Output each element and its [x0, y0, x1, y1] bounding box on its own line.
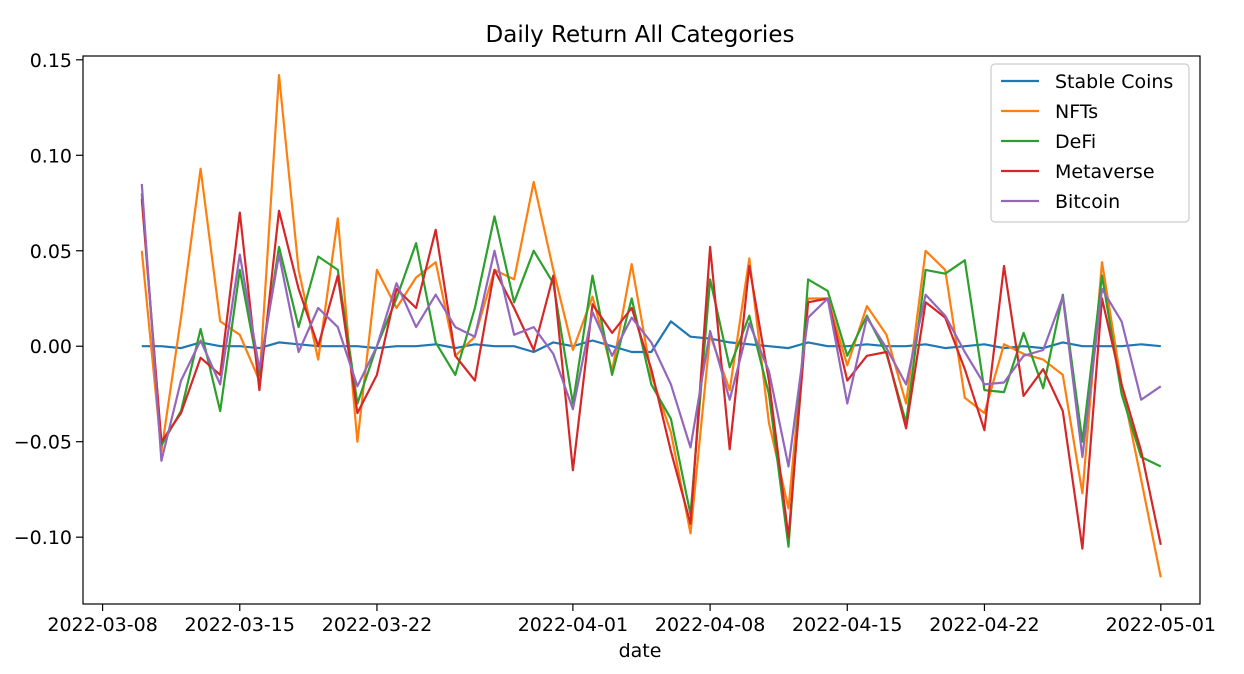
x-tick-label: 2022-04-22: [929, 614, 1039, 636]
y-tick-label: −0.10: [14, 527, 72, 549]
y-axis: 0.15 0.10 0.05 0.00 −0.05 −0.10: [14, 50, 83, 549]
plot-frame: [82, 55, 1201, 605]
legend-label: Bitcoin: [1055, 191, 1120, 213]
series-line-metaverse: [140, 199, 1162, 550]
x-tick-label: 2022-04-08: [655, 614, 765, 636]
y-tick-label: 0.15: [30, 50, 72, 72]
legend: Stable Coins NFTs DeFi Metaverse Bitcoin: [990, 63, 1190, 223]
x-tick-label: 2022-04-15: [792, 614, 902, 636]
legend-label: NFTs: [1055, 101, 1098, 123]
x-tick-label: 2022-05-01: [1106, 614, 1216, 636]
x-tick-label: 2022-03-22: [322, 614, 432, 636]
x-tick-label: 2022-04-01: [518, 614, 628, 636]
x-tick-label: 2022-03-15: [185, 614, 295, 636]
legend-label: Stable Coins: [1055, 71, 1173, 93]
series-layer: [140, 73, 1162, 578]
series-line-defi: [140, 193, 1162, 548]
x-axis: 2022-03-08 2022-03-15 2022-03-22 2022-04-01…: [47, 604, 1216, 636]
chart-title: Daily Return All Categories: [486, 22, 795, 48]
y-tick-label: −0.05: [14, 432, 72, 454]
legend-box: [990, 63, 1190, 223]
series-line-bitcoin: [140, 183, 1162, 468]
series-line-stable-coins: [141, 320, 1161, 354]
x-tick-label: 2022-03-08: [47, 614, 157, 636]
y-tick-label: 0.05: [30, 241, 72, 263]
y-tick-label: 0.00: [30, 336, 72, 358]
legend-label: Metaverse: [1055, 161, 1155, 183]
x-axis-label: date: [619, 640, 662, 662]
legend-label: DeFi: [1055, 131, 1096, 153]
y-tick-label: 0.10: [30, 145, 72, 167]
